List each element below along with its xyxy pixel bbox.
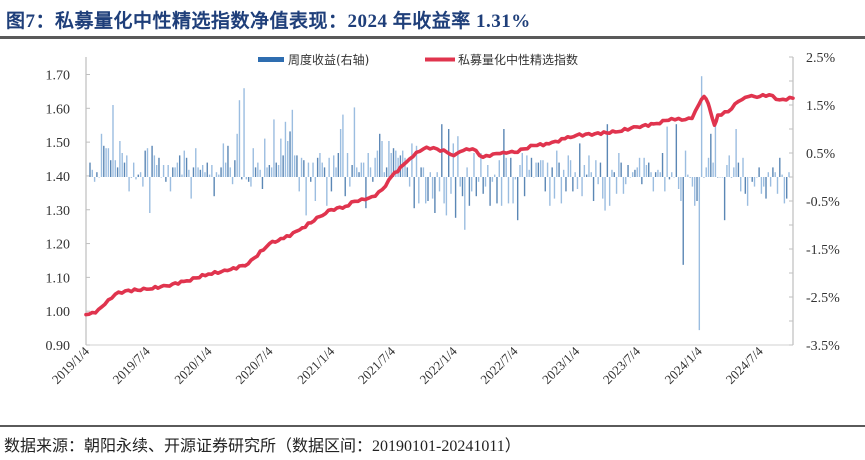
x-tick-label: 2023/7/4 [600,343,644,387]
x-tick-label: 2019/7/4 [110,343,154,387]
left-tick-label: 1.60 [46,102,71,117]
left-tick-label: 1.00 [46,305,71,320]
x-axis-ticks: 2019/1/4 2019/7/4 2020/1/4 2020/7/4 2021/1/4… [49,343,766,387]
legend-bar-swatch [258,57,284,62]
right-tick-label: -3.5% [806,339,840,354]
x-tick-label: 2024/1/4 [662,343,706,387]
left-tick-label: 1.70 [46,69,71,84]
right-axis-ticks: 2.5% 1.5% 0.5% -0.5% -1.5% -2.5% -3.5% [789,51,840,354]
right-tick-label: -0.5% [806,195,840,210]
left-tick-label: 1.40 [46,170,71,185]
right-tick-label: 1.5% [806,99,836,114]
right-tick-label: 0.5% [806,147,836,162]
left-tick-label: 1.50 [46,136,71,151]
right-tick-label: -1.5% [806,243,840,258]
left-tick-label: 1.30 [46,204,71,219]
left-tick-label: 1.20 [46,238,71,253]
legend: 周度收益(右轴) 私募量化中性精选指数 [258,52,578,67]
right-tick-label: -2.5% [806,291,840,306]
legend-line-label: 私募量化中性精选指数 [458,52,578,67]
x-tick-label: 2023/1/4 [539,343,583,387]
x-tick-label: 2020/1/4 [171,343,215,387]
legend-bar-label: 周度收益(右轴) [288,52,369,67]
chart-title: 图7：私募量化中性精选指数净值表现：2024 年收益率 1.31% [6,11,531,32]
index-nav-line [84,92,795,317]
x-tick-label: 2021/1/4 [294,343,338,387]
top-divider [0,36,865,39]
right-tick-label: 2.5% [806,51,836,66]
left-axis-ticks: 1.70 1.60 1.50 1.40 1.30 1.20 1.10 1.00 0.90 [46,69,90,354]
x-tick-label: 2024/7/4 [723,343,767,387]
chart-canvas: 1.70 1.60 1.50 1.40 1.30 1.20 1.10 1.00 0.90 2.5… [46,51,841,387]
x-tick-label: 2020/7/4 [232,343,276,387]
x-tick-label: 2022/1/4 [417,343,461,387]
left-tick-label: 0.90 [46,339,71,354]
x-tick-label: 2021/7/4 [355,343,399,387]
source-note: 数据来源：朝阳永续、开源证券研究所（数据区间：20190101-20241011… [4,438,521,455]
weekly-return-bars [89,76,790,331]
x-tick-label: 2022/7/4 [477,343,521,387]
bottom-divider [0,425,865,427]
left-tick-label: 1.10 [46,271,71,286]
